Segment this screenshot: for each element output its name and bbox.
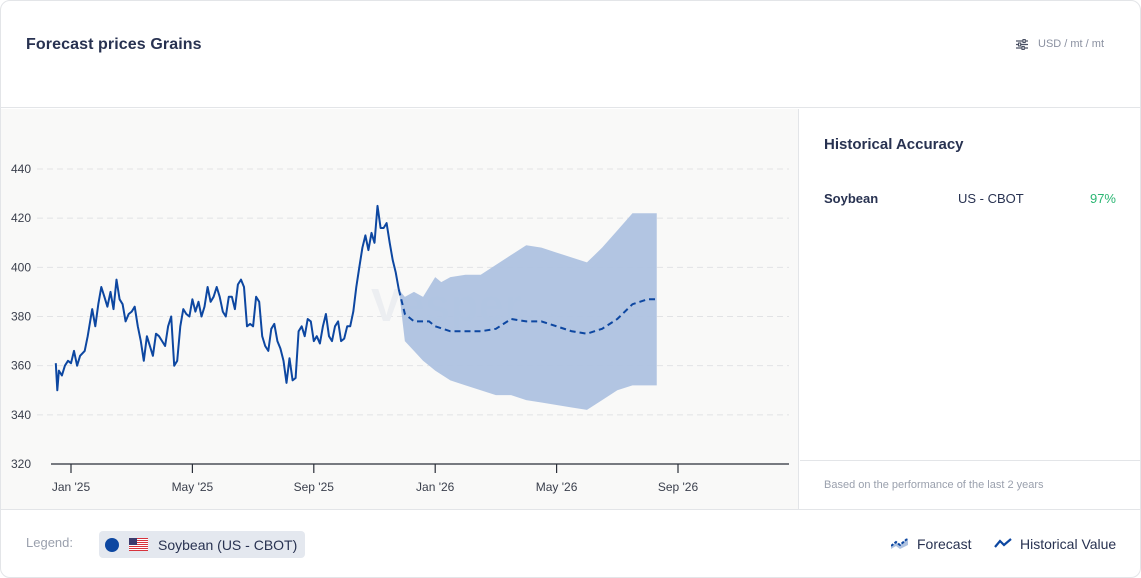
series-lines	[54, 204, 657, 392]
y-tick-label: 360	[11, 359, 31, 373]
historical-key: Historical Value	[994, 536, 1116, 552]
x-tick-label: Jan '26	[416, 480, 455, 494]
sliders-icon[interactable]	[1016, 38, 1028, 50]
accuracy-commodity: Soybean	[824, 191, 879, 206]
forecast-band-group	[398, 213, 657, 410]
legend-bar: Legend: Soybean (US - CBOT)	[1, 509, 1140, 577]
x-tick-label: Jan '25	[52, 480, 91, 494]
y-tick-label: 400	[11, 260, 31, 274]
grid-lines	[37, 168, 789, 416]
historical-line-icon	[994, 536, 1012, 552]
accuracy-footnote: Based on the performance of the last 2 y…	[824, 479, 1044, 491]
forecast-key: Forecast	[890, 536, 972, 552]
units-selector[interactable]: USD / mt / mt	[1016, 38, 1104, 50]
accuracy-footnote-bar: Based on the performance of the last 2 y…	[800, 460, 1140, 509]
y-axis: 320 340 360 380 400 420 440	[11, 162, 31, 471]
forecast-key-label: Forecast	[917, 536, 972, 552]
page-title: Forecast prices Grains	[26, 36, 202, 53]
y-tick-label: 380	[11, 310, 31, 324]
series-color-dot	[105, 537, 119, 552]
forecast-band	[398, 213, 657, 410]
x-tick-label: Sep '26	[658, 480, 699, 494]
x-tick-label: Sep '25	[294, 480, 335, 494]
accuracy-title: Historical Accuracy	[824, 136, 964, 153]
accuracy-row: Soybean US - CBOT 97%	[824, 191, 1116, 211]
forecast-icon	[890, 536, 909, 552]
y-tick-label: 340	[11, 408, 31, 422]
units-label[interactable]: USD / mt / mt	[1038, 38, 1104, 50]
y-tick-label: 320	[11, 457, 31, 471]
legend-label: Legend:	[26, 535, 73, 550]
forecast-line	[397, 289, 657, 335]
x-tick-label: May '25	[172, 480, 214, 494]
accuracy-exchange: US - CBOT	[958, 191, 1024, 206]
x-tick-label: May '26	[536, 480, 578, 494]
accuracy-value: 97%	[1089, 191, 1116, 206]
card-header: Forecast prices Grains USD / mt / mt	[1, 1, 1140, 108]
historical-accuracy-panel: Historical Accuracy Soybean US - CBOT 97…	[800, 109, 1140, 509]
historical-key-label: Historical Value	[1020, 536, 1117, 552]
historical-line	[54, 204, 400, 392]
legend-chip-soybean[interactable]: Soybean (US - CBOT)	[99, 531, 306, 558]
y-tick-label: 440	[11, 162, 31, 176]
y-tick-label: 420	[11, 211, 31, 225]
legend-chip-label: Soybean (US - CBOT)	[158, 536, 298, 553]
us-flag-icon	[129, 538, 148, 551]
x-axis: Jan '25 May '25 Sep '25 Jan '26 May '26 Sep '…	[51, 463, 789, 494]
